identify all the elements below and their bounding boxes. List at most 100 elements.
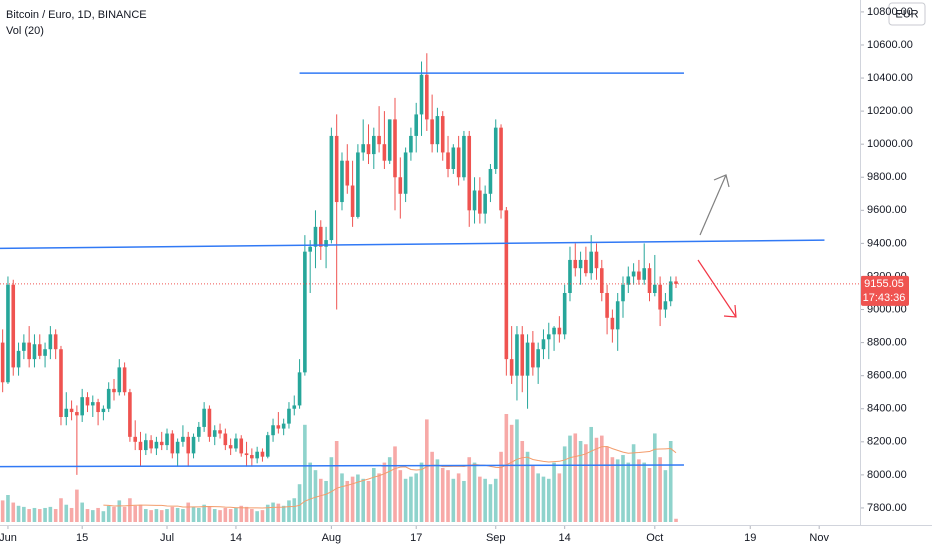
volume-bar	[568, 435, 572, 522]
volume-bar	[165, 509, 169, 522]
candle-body	[403, 152, 408, 194]
volume-bar	[356, 474, 360, 522]
volume-bar	[430, 451, 434, 522]
volume-bar	[377, 473, 381, 522]
trend-line	[0, 239, 825, 250]
volume-bar	[244, 506, 249, 522]
up-arrow	[699, 174, 730, 236]
candle-body	[218, 430, 222, 434]
candle-body	[371, 135, 376, 155]
volume-bar	[615, 459, 620, 522]
candle-body	[260, 451, 265, 457]
volume-bar	[212, 509, 217, 522]
volume-bar	[223, 507, 228, 522]
trend-line	[0, 464, 684, 468]
candle-body	[48, 334, 53, 350]
currency-button[interactable]	[888, 2, 926, 26]
volume-bar	[250, 509, 254, 522]
candle-body	[472, 190, 477, 211]
candle-body	[186, 436, 191, 454]
volume-bar	[647, 468, 652, 522]
y-tick-label: 9000.00	[867, 303, 907, 315]
volume-bar	[197, 507, 201, 522]
volume-bar	[409, 476, 413, 522]
candle-body	[149, 440, 153, 449]
candle-body	[37, 344, 42, 356]
candle-body	[318, 226, 323, 247]
candle-body	[509, 359, 514, 376]
candle-body	[11, 284, 16, 368]
volume-bar	[340, 473, 344, 522]
x-tick-label: Jul	[160, 532, 174, 544]
candle-body	[80, 397, 84, 416]
candle-body	[631, 271, 636, 277]
candle-body	[478, 190, 482, 214]
volume-bar	[626, 462, 631, 522]
candle-body	[568, 259, 572, 293]
candle-body	[53, 334, 58, 350]
volume-bar	[562, 446, 567, 522]
volume-bar	[350, 476, 355, 522]
volume-bar	[621, 455, 625, 522]
currency-label[interactable]: EUR	[895, 8, 918, 20]
candle-body	[409, 135, 413, 153]
volume-bar	[271, 502, 275, 522]
candle-body	[181, 436, 185, 442]
volume-bar	[658, 457, 662, 522]
volume-bar	[85, 509, 90, 522]
candle-body	[228, 445, 233, 449]
volume-bar	[541, 476, 546, 522]
x-tick-label: Nov	[809, 532, 829, 544]
candle-body	[451, 147, 456, 169]
volume-bar	[80, 502, 84, 522]
candle-body	[85, 397, 90, 406]
volume-bar	[488, 484, 493, 522]
candle-body	[144, 440, 148, 451]
candle-body	[64, 408, 69, 418]
volume-bar	[472, 462, 477, 522]
volume-bar	[525, 451, 530, 522]
volume-bar	[218, 510, 222, 522]
candle-body	[525, 342, 530, 376]
volume-bar	[64, 504, 69, 522]
volume-bar	[504, 414, 509, 522]
y-tick-label: 10200.00	[867, 105, 913, 117]
volume-bar	[324, 480, 328, 522]
volume-bar	[265, 504, 270, 522]
candle-body	[658, 284, 662, 310]
y-tick-label: 10400.00	[867, 72, 913, 84]
candle-body	[207, 408, 212, 437]
candle-body	[578, 259, 583, 269]
candle-body	[22, 342, 26, 351]
candle-body	[16, 350, 21, 368]
candle-body	[377, 135, 381, 145]
volume-bar	[6, 495, 10, 522]
candle-body	[154, 441, 159, 449]
candle-body	[297, 372, 302, 406]
candle-body	[59, 349, 63, 418]
candle-body	[398, 177, 403, 194]
candle-body	[663, 301, 668, 310]
volume-bar	[419, 462, 424, 522]
volume-bar	[557, 473, 562, 522]
y-tick-label: 8800.00	[867, 337, 907, 349]
volume-bar	[144, 509, 148, 522]
volume-bar	[170, 506, 175, 522]
candle-body	[234, 438, 238, 449]
candle-body	[382, 144, 387, 161]
volume-bar	[122, 506, 127, 522]
candle-body	[138, 441, 143, 451]
candle-body	[366, 144, 371, 155]
y-tick-label: 10800.00	[867, 6, 913, 18]
volume-bar	[0, 500, 5, 522]
volume-bar	[128, 498, 132, 522]
y-tick-label: 7800.00	[867, 502, 907, 514]
volume-bar	[382, 462, 387, 522]
last-price-badge	[861, 275, 909, 306]
volume-ma-line	[103, 445, 677, 509]
volume-bar	[483, 478, 487, 522]
candle-body	[446, 152, 450, 169]
candle-body	[287, 408, 291, 424]
candle-body	[175, 441, 180, 454]
candle-body	[520, 334, 525, 376]
